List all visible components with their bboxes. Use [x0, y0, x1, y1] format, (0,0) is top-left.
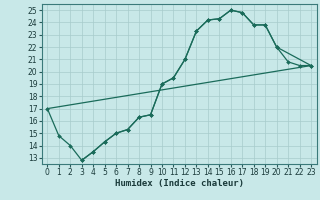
- X-axis label: Humidex (Indice chaleur): Humidex (Indice chaleur): [115, 179, 244, 188]
